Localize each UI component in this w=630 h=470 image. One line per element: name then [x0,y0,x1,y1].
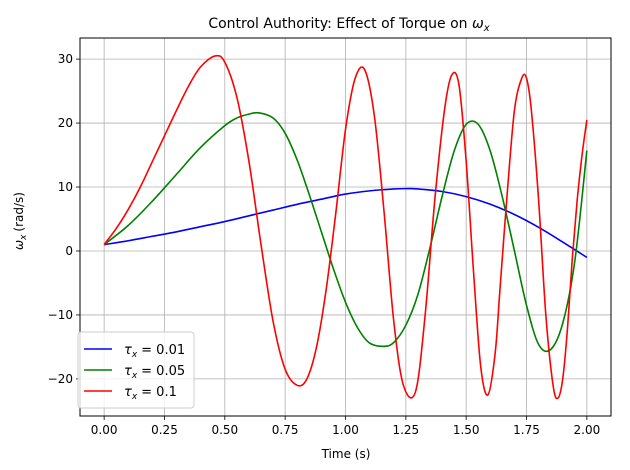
legend-entry: τx = 0.05 [124,364,185,381]
x-tick-label: 0.50 [211,423,238,437]
legend-box [77,331,195,409]
y-tick-label: 20 [58,116,73,130]
legend-symbol: τ [124,343,132,358]
legend-label: = 0.05 [141,364,185,379]
legend-symbol: τ [124,385,132,400]
chart-title: Control Authority: Effect of Torque on ω… [208,16,489,34]
legend-symbol: τ [124,364,132,379]
title-symbol: ω [472,16,484,32]
series-tau-0.01 [104,187,588,259]
y-axis-label: ωx (rad/s) [12,192,29,250]
x-tick-label: 0.00 [91,423,118,437]
y-axis-ticks: −20 −10 0 10 20 30 [48,52,80,386]
x-tick-label: 1.50 [453,423,480,437]
x-tick-label: 0.75 [272,423,299,437]
y-tick-label: −10 [48,308,73,322]
y-tick-label: 0 [65,244,73,258]
x-axis-label: Time (s) [321,447,371,461]
legend-symbol-sub: x [131,392,138,402]
legend-label: = 0.01 [141,343,185,358]
x-tick-label: 1.00 [332,423,359,437]
y-axis-symbol: ω [12,240,26,250]
series-tau-0.1 [103,54,588,400]
grid [80,38,611,416]
x-axis-ticks: 0.00 0.25 0.50 0.75 1.00 1.25 1.50 1.75 2.00 [91,416,600,437]
legend-entry: τx = 0.1 [124,385,177,402]
x-tick-label: 1.75 [513,423,540,437]
legend-symbol-sub: x [131,350,138,360]
title-symbol-sub: x [483,23,490,34]
legend-entry: τx = 0.01 [124,343,185,360]
title-text: Control Authority: Effect of Torque on [208,16,467,32]
series-tau-0.05 [103,111,588,353]
x-tick-label: 0.25 [151,423,178,437]
y-axis-symbol-sub: x [19,234,29,241]
legend-symbol-sub: x [131,371,138,381]
x-tick-label: 2.00 [574,423,601,437]
legend-label: = 0.1 [141,385,177,400]
y-axis-unit: (rad/s) [12,192,26,232]
y-tick-label: −20 [48,372,73,386]
y-tick-label: 10 [58,180,73,194]
x-tick-label: 1.25 [392,423,419,437]
series-lines [103,54,588,400]
y-tick-label: 30 [58,52,73,66]
